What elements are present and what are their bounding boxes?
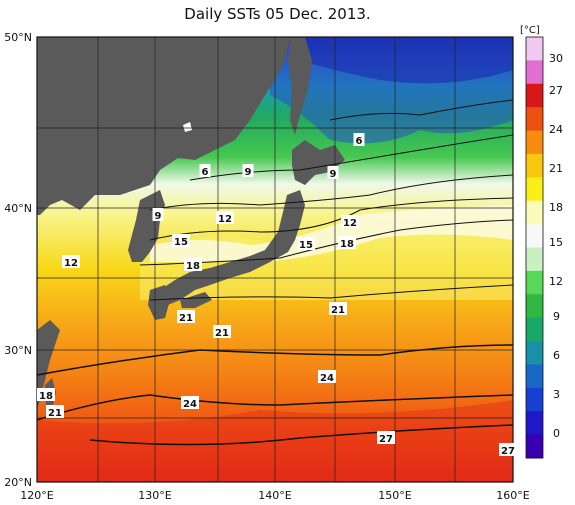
lat-label-30n: 30°N xyxy=(4,344,32,357)
colorbar-swatch xyxy=(526,200,543,225)
colorbar-swatch xyxy=(526,387,543,412)
colorbar-swatch xyxy=(526,153,543,178)
colorbar-swatch xyxy=(526,411,543,436)
lat-label-20n: 20°N xyxy=(4,476,32,489)
colorbar-tick-24: 24 xyxy=(549,123,563,136)
colorbar-swatch xyxy=(526,130,543,155)
isotherm-label: 24 xyxy=(320,373,334,384)
colorbar-tick-6: 6 xyxy=(553,349,560,362)
colorbar-swatch xyxy=(526,224,543,248)
colorbar-tick-30: 30 xyxy=(549,52,563,65)
colorbar-tick-21: 21 xyxy=(549,162,563,175)
graticule xyxy=(37,37,513,482)
colorbar-tick-3: 3 xyxy=(553,388,560,401)
isotherm-label: 12 xyxy=(218,214,232,225)
colorbar-swatch xyxy=(526,107,543,132)
colorbar-tick-27: 27 xyxy=(549,84,563,97)
lon-label-120e: 120°E xyxy=(20,489,53,502)
isotherm-label: 18 xyxy=(39,391,53,402)
isotherm-label: 12 xyxy=(64,258,78,269)
isotherm-labels: 6 9 9 6 9 12 12 15 15 18 12 18 21 21 21 24 24 18 21 27 27 xyxy=(37,133,517,457)
isotherm-lines xyxy=(36,99,514,446)
colorbar-tick-labels: 30 27 24 21 18 15 12 9 6 3 0 xyxy=(549,52,563,440)
lon-label-130e: 130°E xyxy=(138,489,171,502)
colorbar-swatch xyxy=(526,37,543,61)
isotherm-label: 9 xyxy=(330,169,337,180)
land-honshu xyxy=(160,190,305,305)
colorbar-tick-9: 9 xyxy=(553,310,560,323)
isotherm-label: 18 xyxy=(186,261,200,272)
colorbar-swatch xyxy=(526,434,543,459)
isotherm-label: 6 xyxy=(356,136,363,147)
colorbar-swatch xyxy=(526,294,543,319)
colorbar-unit: [°C] xyxy=(520,25,540,36)
lon-label-160e: 160°E xyxy=(496,489,529,502)
map-frame xyxy=(36,36,514,483)
colorbar-swatch xyxy=(526,270,543,295)
land-sakhalin xyxy=(288,37,312,135)
isotherm-label: 27 xyxy=(501,446,515,457)
isotherm-label: 9 xyxy=(245,167,252,178)
colorbar-swatch xyxy=(526,341,543,365)
colorbar-tick-15: 15 xyxy=(549,236,563,249)
isotherm-label: 24 xyxy=(183,399,197,410)
colorbar-swatch xyxy=(526,177,543,202)
colorbar-tick-18: 18 xyxy=(549,201,563,214)
land-kyushu xyxy=(148,285,170,320)
isotherm-label: 6 xyxy=(202,167,209,178)
land-shikoku xyxy=(180,292,212,308)
isotherm-label: 27 xyxy=(379,434,393,445)
colorbar-swatch xyxy=(526,83,543,108)
isotherm-label: 12 xyxy=(343,218,357,229)
colorbar-swatch xyxy=(526,60,543,85)
land-asian-mainland xyxy=(37,37,290,215)
lon-label-150e: 150°E xyxy=(378,489,411,502)
lat-label-50n: 50°N xyxy=(4,31,32,44)
lat-label-40n: 40°N xyxy=(4,202,32,215)
latitude-labels: 50°N 40°N 30°N 20°N xyxy=(4,31,32,489)
land-china-coast xyxy=(37,320,60,410)
isotherm-label: 18 xyxy=(340,239,354,250)
isotherm-label: 21 xyxy=(215,328,229,339)
isotherm-label: 21 xyxy=(331,305,345,316)
colorbar-swatch xyxy=(526,317,543,342)
colorbar-frame xyxy=(525,36,544,459)
map-title: Daily SSTs 05 Dec. 2013. xyxy=(184,5,371,23)
isotherm-label: 15 xyxy=(174,237,188,248)
colorbar-swatches xyxy=(526,37,543,459)
isotherm-label: 21 xyxy=(48,408,62,419)
isotherm-label: 21 xyxy=(179,313,193,324)
isotherm-label: 15 xyxy=(299,240,313,251)
colorbar-swatch xyxy=(526,364,543,389)
colorbar-tick-12: 12 xyxy=(549,275,563,288)
longitude-labels: 120°E 130°E 140°E 150°E 160°E xyxy=(20,489,529,502)
land-hokkaido xyxy=(292,140,345,185)
isotherm-label: 9 xyxy=(155,211,162,222)
colorbar: [°C] 30 27 24 21 18 15 12 9 6 3 0 xyxy=(520,25,563,459)
colorbar-tick-0: 0 xyxy=(553,427,560,440)
colorbar-swatch xyxy=(526,247,543,272)
lon-label-140e: 140°E xyxy=(258,489,291,502)
